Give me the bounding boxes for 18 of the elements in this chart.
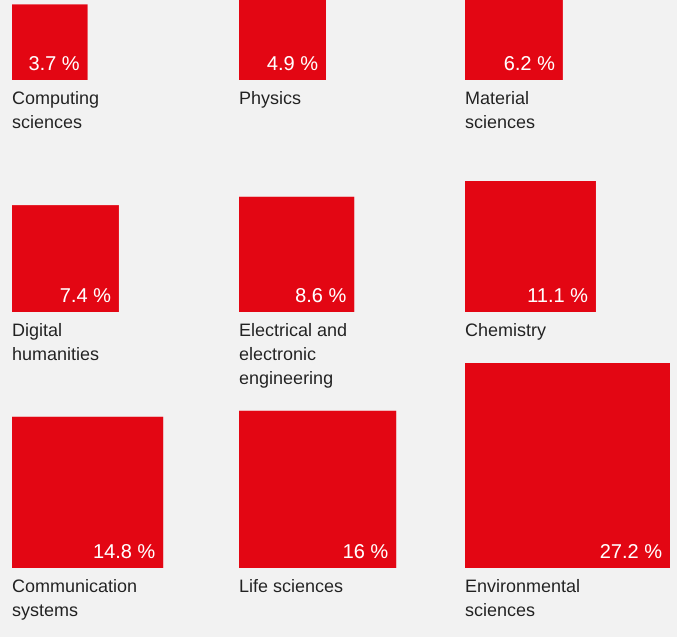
category-label: Communication systems [12,576,138,620]
data-label: 27.2 % [600,541,662,563]
data-label: 3.7 % [28,53,80,75]
data-label: 11.1 % [527,285,588,307]
category-label: Chemistry [465,320,546,340]
category-label: Electrical and electronic engineering [239,320,348,388]
data-label: 8.6 % [295,285,346,307]
category-label: Material sciences [465,88,536,132]
data-label: 6.2 % [504,53,556,75]
data-label: 7.4 % [60,285,112,307]
category-label: Physics [239,88,302,108]
data-label: 4.9 % [266,53,318,75]
category-label: Digital humanities [12,320,100,364]
category-label: Computing sciences [12,88,100,132]
data-label: 16 % [342,541,388,563]
category-label: Life sciences [239,576,344,596]
category-label: Environmental sciences [465,576,580,620]
data-label: 14.8 % [92,541,156,563]
